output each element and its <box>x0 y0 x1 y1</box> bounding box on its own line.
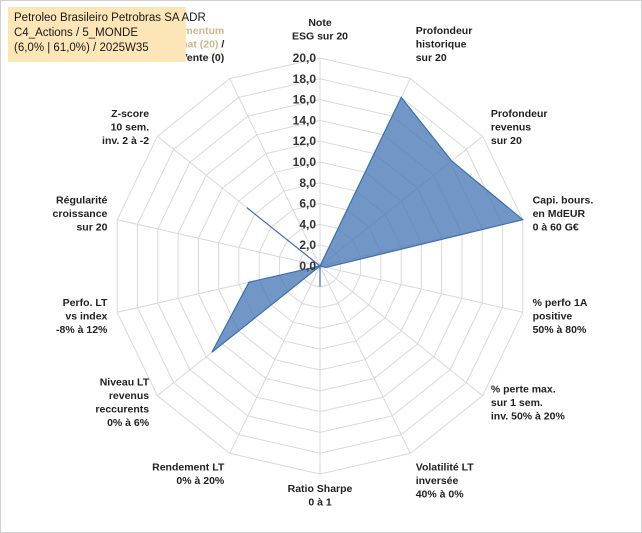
axis-label: Régularité croissance sur 20 <box>53 195 108 234</box>
axis-spoke <box>319 265 411 454</box>
axis-label: Perfo. LT vs index -8% à 12% <box>56 297 108 336</box>
tick-label: 12,0 <box>293 134 317 148</box>
chart-title-line-3: (6,0% | 61,0%) / 2025W35 <box>14 42 149 54</box>
axis-label: Z-score 10 sem. inv. 2 à -2 <box>102 108 149 147</box>
chart-title-line-1: Petroleo Brasileiro Petrobras SA ADR <box>14 12 206 24</box>
tick-label: 8,0 <box>299 176 316 190</box>
chart-title-box: Petroleo Brasileiro Petrobras SA ADR C4_… <box>8 7 206 62</box>
axis-spoke <box>229 78 321 267</box>
axis-spoke <box>319 265 483 397</box>
tick-label: 0,0 <box>299 259 316 273</box>
tick-label: 2,0 <box>299 238 316 252</box>
axis-label: Capi. bours. en MdEUR 0 à 60 G€ <box>533 195 594 234</box>
chart-title-line-2: C4_Actions / 5_MONDE <box>14 27 138 39</box>
axis-label: Profondeur revenus sur 20 <box>491 108 548 147</box>
tick-label: 4,0 <box>299 217 316 231</box>
axis-label: Volatilité LT inversée 40% à 0% <box>416 462 475 501</box>
tick-label: 6,0 <box>299 197 316 211</box>
tick-label: 20,0 <box>293 51 317 65</box>
axis-spoke <box>319 265 523 313</box>
axis-spoke <box>229 265 321 454</box>
axis-label: Note ESG sur 20 <box>292 17 348 43</box>
tick-label: 14,0 <box>293 113 317 127</box>
axis-label: Niveau LT revenus reccurents 0% à 6% <box>95 377 149 430</box>
data-area <box>211 96 525 353</box>
tick-label: 16,0 <box>293 93 317 107</box>
axis-label: % perfo 1A positive 50% à 80% <box>533 297 588 336</box>
axis-label: Rendement LT 0% à 20% <box>152 462 225 488</box>
axis-spoke <box>117 219 321 267</box>
axis-label: Profondeur historique sur 20 <box>416 25 473 64</box>
axis-label: % perte max. sur 1 sem. inv. 50% à 20% <box>491 383 566 422</box>
axis-label: Ratio Sharpe 0 à 1 <box>288 483 353 509</box>
tick-label: 18,0 <box>293 72 317 86</box>
tick-label: 10,0 <box>293 155 317 169</box>
